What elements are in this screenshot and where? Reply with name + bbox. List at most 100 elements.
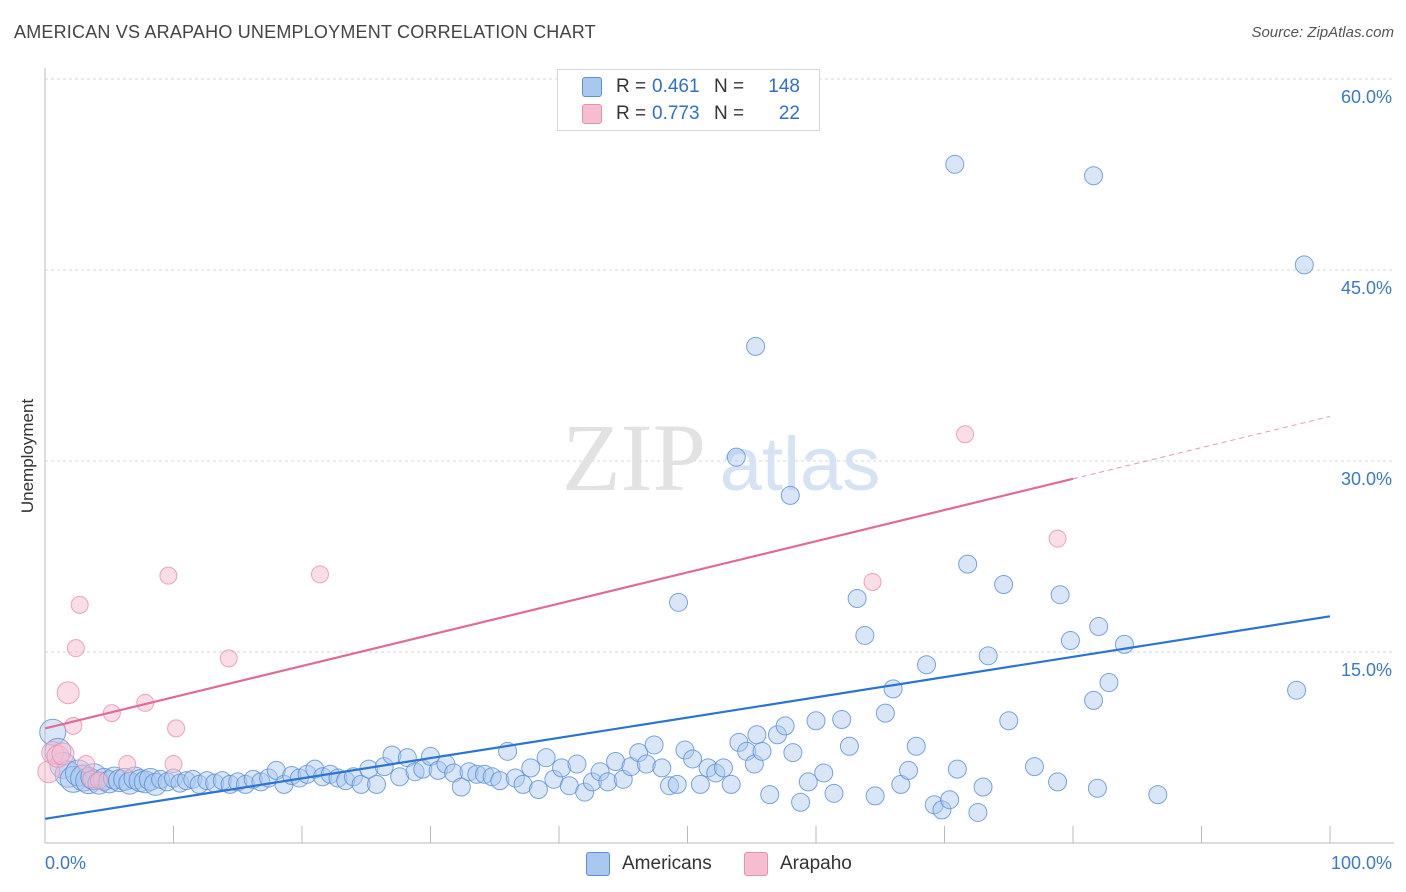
americans-point bbox=[791, 792, 811, 812]
americans-point bbox=[629, 743, 649, 763]
n-value: 22 bbox=[778, 103, 800, 124]
americans-point bbox=[683, 749, 703, 769]
americans-point bbox=[847, 589, 867, 609]
americans-point bbox=[1084, 166, 1104, 186]
y-tick-label: 15.0% bbox=[1341, 660, 1392, 680]
americans-point bbox=[183, 769, 203, 789]
americans-point bbox=[652, 758, 672, 778]
americans-point bbox=[883, 679, 903, 699]
americans-point bbox=[567, 754, 587, 774]
americans-point bbox=[669, 592, 689, 612]
arapaho-point bbox=[219, 649, 238, 668]
americans-point bbox=[760, 785, 780, 805]
americans-point bbox=[590, 762, 610, 782]
americans-point bbox=[832, 709, 852, 729]
chart-title: AMERICAN VS ARAPAHO UNEMPLOYMENT CORRELA… bbox=[14, 22, 596, 42]
americans-point bbox=[351, 774, 371, 794]
r-value: 0.461 bbox=[652, 76, 700, 97]
americans-point bbox=[390, 767, 410, 787]
americans-point bbox=[243, 769, 263, 789]
y-axis-title: Unemployment bbox=[18, 399, 37, 514]
americans-swatch bbox=[582, 77, 602, 97]
americans-point bbox=[1287, 680, 1307, 700]
americans-point bbox=[899, 760, 919, 780]
americans-point bbox=[917, 655, 937, 675]
americans-point bbox=[932, 800, 952, 820]
arapaho-point bbox=[89, 771, 108, 790]
americans-point bbox=[582, 772, 602, 792]
n-label: N = bbox=[714, 76, 745, 97]
americans-point bbox=[945, 154, 965, 174]
legend-item-americans[interactable]: Americans bbox=[586, 852, 712, 876]
x-tick-labels: 0.0% 100.0% bbox=[45, 853, 1392, 873]
americans-point bbox=[598, 772, 618, 792]
americans-point bbox=[726, 447, 746, 467]
correlation-legend: R = 0.461 N = 148 R = 0.773 N = 22 bbox=[557, 69, 820, 131]
americans-point bbox=[552, 758, 572, 778]
arapaho-point bbox=[956, 425, 975, 444]
americans-point bbox=[780, 485, 800, 505]
americans-point bbox=[690, 774, 710, 794]
americans-point bbox=[783, 743, 803, 763]
americans-point bbox=[660, 776, 680, 796]
x-tick-label: 0.0% bbox=[45, 853, 86, 873]
grid-lines bbox=[45, 78, 1394, 653]
americans-point bbox=[798, 772, 818, 792]
americans-point bbox=[839, 736, 859, 756]
arapaho-points bbox=[37, 425, 1067, 790]
americans-swatch bbox=[586, 852, 610, 876]
americans-point bbox=[467, 764, 487, 784]
arapaho-swatch bbox=[582, 104, 602, 124]
watermark-zip: ZIP bbox=[562, 404, 706, 511]
americans-point bbox=[428, 760, 448, 780]
americans-point bbox=[752, 741, 772, 761]
arapaho-point bbox=[66, 639, 85, 658]
americans-point bbox=[536, 748, 556, 768]
arapaho-point bbox=[56, 681, 80, 705]
americans-point bbox=[176, 771, 196, 791]
arapaho-point bbox=[164, 755, 183, 774]
americans-point bbox=[814, 763, 834, 783]
arapaho-trend-extension bbox=[1072, 415, 1331, 480]
americans-point bbox=[824, 783, 844, 803]
arapaho-label: Arapaho bbox=[780, 853, 852, 874]
arapaho-point bbox=[77, 755, 96, 774]
americans-point bbox=[667, 774, 687, 794]
legend-item-arapaho[interactable]: Arapaho bbox=[744, 852, 852, 876]
americans-point bbox=[973, 777, 993, 797]
americans-point bbox=[775, 716, 795, 736]
arapaho-point bbox=[1048, 529, 1067, 548]
americans-point bbox=[747, 725, 767, 745]
americans-point bbox=[1050, 585, 1070, 605]
americans-point bbox=[305, 759, 325, 779]
americans-point bbox=[459, 762, 479, 782]
americans-point bbox=[367, 774, 387, 794]
r-label: R = bbox=[616, 76, 647, 97]
americans-point bbox=[978, 646, 998, 666]
n-value: 148 bbox=[768, 76, 800, 97]
axes bbox=[44, 68, 1394, 844]
watermark: ZIP atlas bbox=[562, 404, 880, 511]
americans-point bbox=[1148, 785, 1168, 805]
americans-point bbox=[405, 762, 425, 782]
americans-point bbox=[644, 735, 664, 755]
americans-point bbox=[947, 759, 967, 779]
y-tick-label: 60.0% bbox=[1341, 87, 1392, 107]
americans-point bbox=[1089, 617, 1109, 637]
americans-point bbox=[343, 767, 363, 787]
americans-point bbox=[228, 772, 248, 792]
americans-point bbox=[865, 786, 885, 806]
americans-point bbox=[855, 625, 875, 645]
americans-points bbox=[39, 154, 1314, 822]
arapaho-trend-line bbox=[44, 477, 1074, 730]
x-tick-label: 100.0% bbox=[1331, 853, 1392, 873]
americans-point bbox=[1084, 690, 1104, 710]
americans-point bbox=[721, 774, 741, 794]
americans-point bbox=[875, 703, 895, 723]
americans-point bbox=[1099, 673, 1119, 693]
watermark-atlas: atlas bbox=[720, 422, 881, 507]
americans-point bbox=[575, 782, 595, 802]
americans-point bbox=[197, 771, 217, 791]
americans-point bbox=[940, 790, 960, 810]
